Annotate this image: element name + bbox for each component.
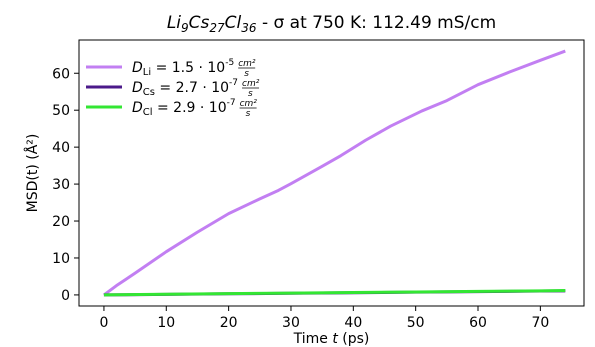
title-formula-0: Li: [167, 13, 181, 33]
chart-title: Li9​Cs27​Cl36​ - σ at 750 K: 112.49 mS/c…: [167, 13, 496, 35]
y-tick-label: 60: [52, 66, 70, 82]
legend-unit-den: s: [246, 109, 251, 119]
y-tick-label: 50: [52, 103, 70, 119]
legend-unit-den: s: [244, 69, 249, 79]
series-line-cl: [103, 288, 566, 297]
legend-label-li: DLi = 1.5 · 10-5​: [132, 58, 234, 78]
title-formula-1: Cs: [189, 13, 210, 33]
x-tick-label: 70: [531, 315, 549, 331]
y-axis-label: MSD(t) (Å²): [24, 134, 41, 213]
y-tick-label: 0: [61, 288, 70, 304]
legend-unit-num: cm²: [238, 59, 256, 69]
x-tick-label: 0: [99, 315, 108, 331]
title-formula-sub-2: 36: [241, 21, 257, 35]
x-tick-label: 10: [157, 315, 175, 331]
x-tick-label: 30: [282, 315, 300, 331]
title-formula-sub-0: 9: [181, 21, 189, 35]
y-axis-ticks: 0 10 20 30 40 50 60: [52, 66, 79, 304]
axes-frame: [78, 39, 585, 307]
title-formula-2: Cl: [225, 13, 242, 33]
plot-area: [78, 39, 585, 307]
legend-label-cl: DCl = 2.9 · 10-7​: [132, 98, 236, 118]
y-tick-label: 30: [52, 177, 70, 193]
legend-unit-den: s: [248, 89, 253, 99]
y-tick-label: 40: [52, 140, 70, 156]
title-rest: - σ at 750 K: 112.49 mS/cm: [257, 13, 497, 33]
title-formula-sub-1: 27: [209, 21, 225, 35]
series-line-li: [103, 49, 566, 297]
y-tick-label: 20: [52, 214, 70, 230]
x-axis-label: Time t (ps): [293, 331, 370, 347]
x-tick-label: 20: [220, 315, 238, 331]
x-tick-label: 60: [469, 315, 487, 331]
legend-label-cs: DCs = 2.7 · 10-7​: [132, 78, 238, 98]
x-tick-label: 50: [407, 315, 425, 331]
x-axis-ticks: 0 10 20 30 40 50 60 70: [99, 306, 549, 331]
x-tick-label: 40: [344, 315, 362, 331]
legend-unit-num: cm²: [240, 99, 258, 109]
legend-unit-num: cm²: [242, 79, 260, 89]
y-tick-label: 10: [52, 251, 70, 267]
